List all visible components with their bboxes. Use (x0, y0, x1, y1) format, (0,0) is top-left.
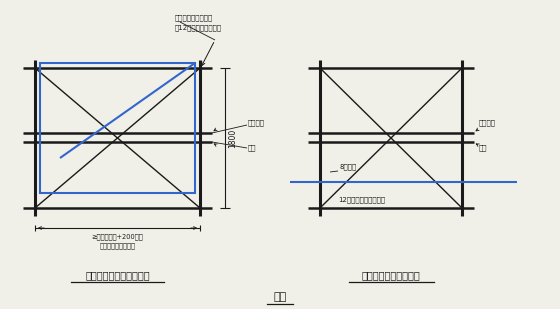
Text: 12号膨胀螺丝楼板固定: 12号膨胀螺丝楼板固定 (338, 196, 385, 203)
Text: 安全绿网: 安全绿网 (248, 119, 265, 126)
Text: 图四: 图四 (273, 292, 287, 302)
Text: 安全绿网: 安全绿网 (479, 119, 496, 126)
Text: 1800: 1800 (228, 128, 237, 148)
Bar (40, 63, 195, 193)
Text: ≥窗洞口尺寸+200，根: ≥窗洞口尺寸+200，根 (92, 233, 143, 239)
Text: 据穿墙螺栓位置调节: 据穿墙螺栓位置调节 (100, 242, 136, 249)
Text: 钢管: 钢管 (479, 144, 488, 150)
Text: 钢管: 钢管 (248, 144, 256, 150)
Text: 用12号铁丝固定于墙体: 用12号铁丝固定于墙体 (175, 24, 222, 31)
Text: 8厚钢板: 8厚钢板 (340, 163, 357, 170)
Text: 窗洞口（室内临边）防护: 窗洞口（室内临边）防护 (85, 270, 150, 280)
Text: 立杆通过穿墙螺杆洞: 立杆通过穿墙螺杆洞 (175, 14, 213, 21)
Text: 阳台或落地窗洞口防护: 阳台或落地窗洞口防护 (362, 270, 421, 280)
